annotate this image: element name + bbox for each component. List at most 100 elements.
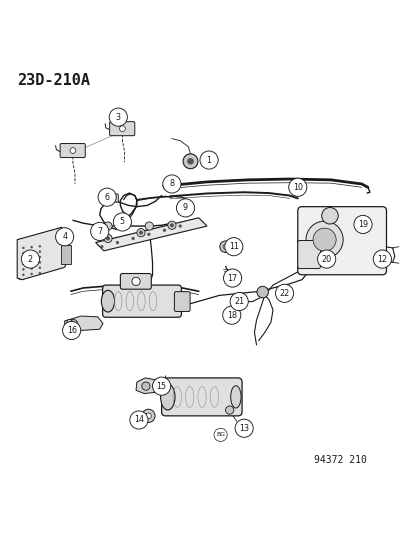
FancyBboxPatch shape	[105, 194, 118, 202]
Circle shape	[30, 256, 33, 259]
Circle shape	[199, 151, 218, 169]
FancyBboxPatch shape	[120, 273, 151, 289]
Text: 14: 14	[133, 416, 144, 424]
Circle shape	[100, 245, 103, 248]
Text: 15: 15	[156, 382, 166, 391]
Circle shape	[167, 221, 176, 229]
Circle shape	[38, 272, 41, 274]
Circle shape	[30, 251, 33, 254]
FancyBboxPatch shape	[297, 240, 320, 269]
Circle shape	[38, 261, 41, 264]
Circle shape	[219, 241, 231, 253]
Circle shape	[104, 222, 112, 230]
Circle shape	[256, 286, 268, 298]
Text: 16: 16	[66, 326, 76, 335]
Text: 21: 21	[234, 297, 244, 306]
Circle shape	[275, 284, 293, 302]
Circle shape	[169, 223, 173, 227]
Circle shape	[116, 241, 119, 244]
Text: 20: 20	[321, 255, 331, 264]
Ellipse shape	[230, 386, 240, 408]
Text: 3: 3	[116, 112, 121, 122]
Text: 19: 19	[357, 220, 367, 229]
Circle shape	[373, 250, 391, 268]
Ellipse shape	[66, 319, 73, 327]
Circle shape	[142, 409, 154, 423]
Text: 18: 18	[226, 311, 236, 320]
Circle shape	[22, 263, 24, 265]
FancyBboxPatch shape	[174, 292, 190, 311]
Circle shape	[321, 207, 337, 224]
Circle shape	[104, 235, 112, 243]
Circle shape	[22, 257, 24, 260]
Circle shape	[162, 175, 180, 193]
Circle shape	[109, 108, 127, 126]
Text: 13: 13	[239, 424, 249, 433]
Circle shape	[38, 266, 41, 269]
Polygon shape	[64, 316, 103, 330]
Circle shape	[288, 178, 306, 196]
Circle shape	[106, 236, 110, 240]
Circle shape	[176, 199, 194, 217]
Circle shape	[38, 245, 41, 247]
Text: 7: 7	[97, 227, 102, 236]
Text: 23D-210A: 23D-210A	[17, 74, 90, 88]
Polygon shape	[95, 218, 206, 251]
Polygon shape	[17, 227, 70, 280]
Circle shape	[90, 222, 109, 240]
Circle shape	[353, 215, 371, 233]
Circle shape	[178, 224, 181, 228]
Text: 22: 22	[279, 289, 289, 298]
Circle shape	[68, 319, 78, 329]
Text: 4: 4	[62, 232, 67, 241]
Circle shape	[214, 428, 227, 441]
Text: 94372 210: 94372 210	[313, 455, 366, 465]
Text: 17: 17	[227, 273, 237, 282]
Circle shape	[225, 406, 233, 414]
Text: 10: 10	[292, 183, 302, 192]
Circle shape	[132, 277, 140, 286]
FancyBboxPatch shape	[60, 143, 85, 158]
Text: 8: 8	[169, 180, 174, 189]
Circle shape	[131, 237, 135, 240]
Circle shape	[224, 238, 242, 256]
FancyBboxPatch shape	[161, 378, 242, 416]
Circle shape	[137, 229, 145, 237]
Circle shape	[22, 273, 24, 276]
Circle shape	[230, 293, 248, 311]
Circle shape	[22, 252, 24, 255]
Circle shape	[152, 377, 170, 395]
Circle shape	[305, 221, 342, 259]
Ellipse shape	[160, 384, 175, 410]
FancyBboxPatch shape	[109, 122, 135, 136]
Circle shape	[38, 251, 41, 253]
Circle shape	[235, 419, 253, 437]
Circle shape	[30, 268, 33, 270]
Circle shape	[30, 273, 33, 275]
Circle shape	[30, 246, 33, 248]
Text: 2: 2	[28, 255, 33, 264]
Polygon shape	[136, 378, 160, 393]
Circle shape	[38, 256, 41, 259]
Circle shape	[30, 262, 33, 264]
Circle shape	[22, 247, 24, 249]
Circle shape	[147, 233, 150, 236]
Circle shape	[119, 126, 125, 132]
FancyBboxPatch shape	[60, 245, 71, 264]
Circle shape	[113, 213, 131, 231]
Circle shape	[317, 250, 335, 268]
Text: 6: 6	[104, 193, 109, 201]
Circle shape	[98, 188, 116, 206]
Circle shape	[145, 222, 153, 230]
Text: 1: 1	[206, 156, 211, 165]
Circle shape	[187, 158, 193, 165]
Circle shape	[139, 231, 143, 235]
Circle shape	[145, 413, 151, 419]
Circle shape	[222, 306, 240, 324]
FancyBboxPatch shape	[297, 207, 386, 274]
Text: 5: 5	[119, 217, 125, 227]
Circle shape	[223, 244, 228, 249]
Ellipse shape	[101, 290, 114, 312]
Text: 9: 9	[183, 204, 188, 213]
FancyBboxPatch shape	[102, 285, 181, 317]
